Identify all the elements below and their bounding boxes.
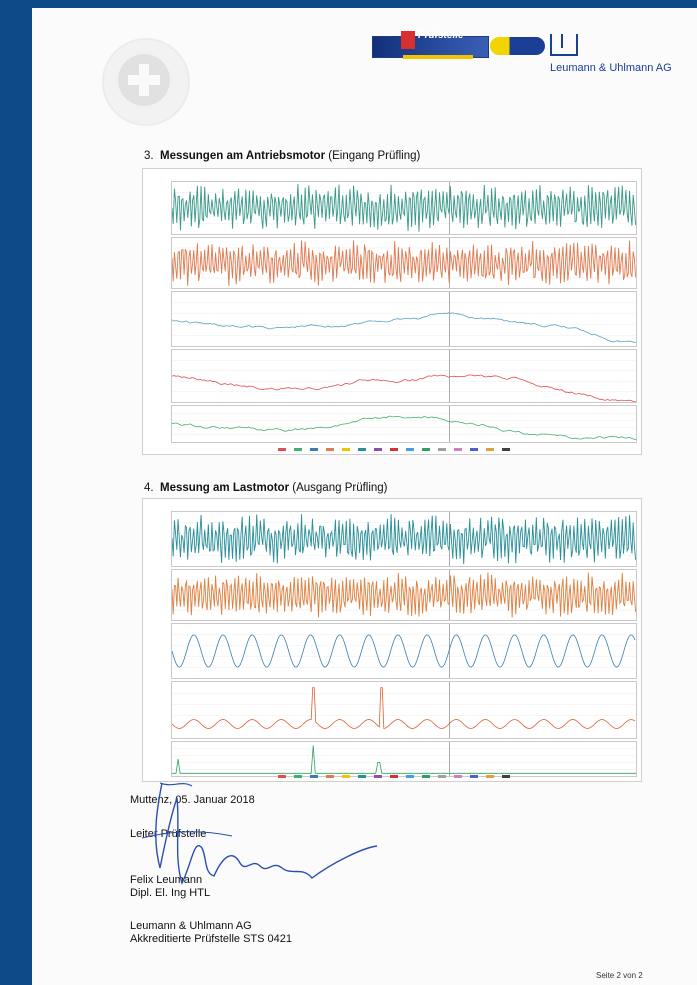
section-heading-4: 4. Messung am Lastmotor (Ausgang Prüflin… [144, 482, 388, 494]
series-line [172, 687, 636, 730]
chart-lane [171, 623, 637, 679]
legend-swatch [390, 448, 398, 452]
signer-role: Leiter Prüfstelle [130, 828, 207, 840]
series-line [172, 183, 636, 232]
logo-text: Prüfstelle [418, 30, 464, 41]
legend-swatch [374, 775, 382, 779]
chart-lane [171, 681, 637, 739]
legend-swatch [502, 775, 510, 779]
legend-swatch [294, 775, 302, 779]
chart-lane [171, 405, 637, 443]
legend-swatch [390, 775, 398, 779]
handwritten-signature [141, 782, 378, 885]
chart-lane [171, 349, 637, 403]
legend-swatch [438, 775, 446, 779]
legend-swatch [406, 448, 414, 452]
legend-swatch [278, 775, 286, 779]
legend-swatch [438, 448, 446, 452]
document-page: Prüfstelle Leumann & Uhlmann AG 3. Messu… [32, 8, 697, 985]
legend-swatch [502, 448, 510, 452]
legend-swatch [326, 775, 334, 779]
series-line [172, 374, 636, 402]
legend-swatch [278, 448, 286, 452]
legend-swatch [374, 448, 382, 452]
company-name: Leumann & Uhlmann AG [550, 62, 672, 74]
signer-title: Dipl. El. Ing HTL [130, 887, 211, 899]
legend-swatch [454, 448, 462, 452]
series-line [172, 240, 636, 286]
company-logo: Prüfstelle Leumann & Uhlmann AG [372, 28, 672, 88]
chart-lane [171, 237, 637, 289]
legend-swatch [358, 448, 366, 452]
chart-lane [171, 291, 637, 347]
section-heading-3: 3. Messungen am Antriebsmotor (Eingang P… [144, 150, 421, 162]
signer-org: Leumann & Uhlmann AG [130, 920, 252, 932]
legend-swatch [470, 775, 478, 779]
legend-swatch [486, 775, 494, 779]
legend-swatch [486, 448, 494, 452]
legend-swatch [310, 775, 318, 779]
series-line [172, 415, 636, 440]
legend-swatch [342, 775, 350, 779]
series-line [172, 745, 636, 774]
swiss-cross-seal-icon [102, 38, 190, 126]
series-line [172, 634, 636, 668]
page-number: Seite 2 von 2 [596, 971, 643, 980]
series-line [172, 572, 636, 618]
chart-lane [171, 181, 637, 235]
legend-swatch [470, 448, 478, 452]
chart-lane [171, 741, 637, 777]
legend-swatch [310, 448, 318, 452]
series-line [172, 312, 636, 343]
legend-swatch [326, 448, 334, 452]
legend-swatch [454, 775, 462, 779]
chart-legend [143, 774, 641, 779]
legend-swatch [406, 775, 414, 779]
series-line [172, 514, 636, 565]
legend-swatch [342, 448, 350, 452]
chart-lastmotor [142, 498, 642, 782]
legend-swatch [422, 448, 430, 452]
legend-swatch [422, 775, 430, 779]
place-date: Muttenz, 05. Januar 2018 [130, 794, 255, 806]
legend-swatch [358, 775, 366, 779]
chart-lane [171, 569, 637, 621]
chart-lane [171, 511, 637, 567]
accreditation: Akkreditierte Prüfstelle STS 0421 [130, 933, 293, 945]
legend-swatch [294, 448, 302, 452]
chart-legend [143, 447, 641, 452]
chart-antriebsmotor [142, 168, 642, 455]
